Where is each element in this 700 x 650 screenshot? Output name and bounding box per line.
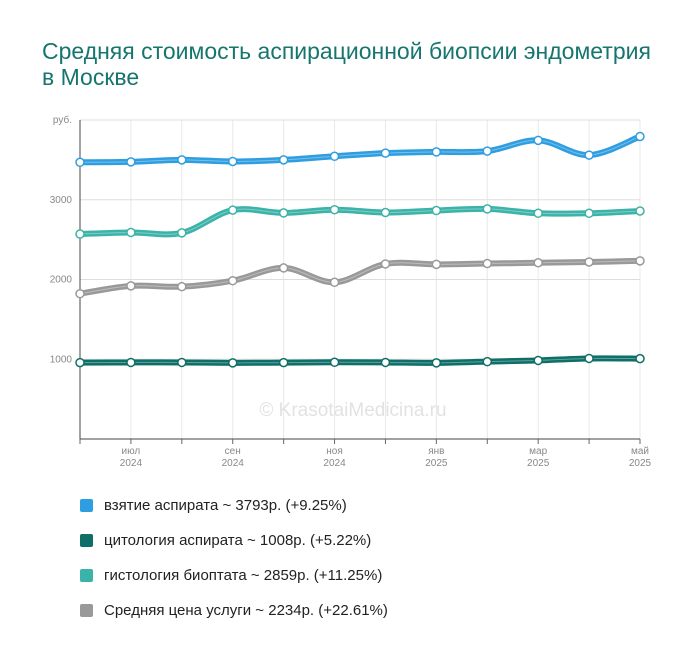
series-line-0 (77, 133, 643, 166)
legend-item[interactable]: взятие аспирата ~ 3793р. (+9.25%) (80, 488, 388, 523)
legend-swatch (80, 499, 93, 512)
data-point[interactable] (482, 204, 493, 214)
legend: взятие аспирата ~ 3793р. (+9.25%) цитолог… (80, 488, 388, 628)
data-point[interactable] (329, 277, 340, 288)
data-point[interactable] (329, 357, 340, 368)
data-point[interactable] (584, 353, 594, 364)
series-lines (77, 133, 643, 366)
data-point[interactable] (329, 151, 340, 162)
data-point[interactable] (126, 227, 136, 238)
data-point[interactable] (227, 358, 238, 368)
data-point[interactable] (380, 259, 391, 269)
data-point[interactable] (431, 205, 442, 216)
data-point[interactable] (177, 228, 187, 238)
data-point[interactable] (584, 150, 594, 160)
legend-label: взятие аспирата ~ 3793р. (+9.25%) (104, 497, 347, 514)
y-tick-label: 3000 (50, 195, 73, 206)
data-point[interactable] (177, 357, 187, 368)
data-point[interactable] (533, 208, 543, 219)
y-tick-label: руб. (53, 114, 72, 126)
data-point[interactable] (380, 148, 391, 158)
chart-title: Средняя стоимость аспирационной биопсии … (42, 38, 651, 90)
x-tick-month: ноя (326, 446, 343, 457)
data-point[interactable] (75, 357, 85, 368)
data-point[interactable] (329, 204, 340, 215)
data-point[interactable] (126, 157, 136, 167)
data-point[interactable] (75, 157, 85, 168)
x-tick-year: 2024 (120, 458, 143, 469)
data-points (75, 131, 645, 368)
legend-item[interactable]: гистология биоптата ~ 2859р. (+11.25%) (80, 558, 388, 593)
legend-swatch (80, 534, 93, 547)
data-point[interactable] (75, 288, 85, 299)
data-point[interactable] (584, 208, 594, 219)
data-point[interactable] (635, 206, 645, 216)
data-point[interactable] (278, 155, 289, 165)
data-point[interactable] (278, 357, 289, 368)
x-tick-year: 2024 (222, 458, 245, 469)
x-tick-year: 2025 (425, 458, 448, 469)
x-tick-month: мар (529, 446, 547, 457)
data-point[interactable] (533, 355, 543, 366)
data-point[interactable] (635, 353, 645, 364)
legend-item[interactable]: цитология аспирата ~ 1008р. (+5.22%) (80, 523, 388, 558)
data-point[interactable] (177, 155, 187, 165)
data-point[interactable] (635, 256, 645, 266)
data-point[interactable] (431, 147, 442, 157)
y-tick-label: 1000 (50, 354, 73, 365)
axes: 100020003000руб.июл2024сен2024ноя2024янв… (50, 114, 652, 469)
data-point[interactable] (482, 146, 493, 156)
series-line-2 (77, 205, 643, 238)
data-point[interactable] (227, 156, 238, 167)
data-point[interactable] (533, 258, 543, 268)
data-point[interactable] (177, 281, 187, 292)
legend-swatch (80, 569, 93, 582)
x-tick-year: 2025 (527, 458, 550, 469)
data-point[interactable] (431, 259, 442, 270)
legend-label: Средняя цена услуги ~ 2234р. (+22.61%) (104, 602, 388, 619)
y-tick-label: 2000 (50, 275, 73, 286)
data-point[interactable] (533, 135, 543, 146)
x-tick-month: янв (428, 446, 444, 457)
grid (80, 119, 641, 439)
legend-item[interactable]: Средняя цена услуги ~ 2234р. (+22.61%) (80, 593, 388, 628)
data-point[interactable] (227, 205, 238, 215)
data-point[interactable] (278, 263, 289, 273)
x-tick-year: 2025 (629, 458, 652, 469)
x-tick-month: сен (225, 446, 241, 457)
data-point[interactable] (482, 356, 493, 367)
legend-swatch (80, 604, 93, 617)
data-point[interactable] (380, 357, 391, 368)
x-tick-year: 2024 (323, 458, 346, 469)
x-tick-month: июл (122, 446, 141, 457)
data-point[interactable] (278, 208, 289, 218)
data-point[interactable] (431, 358, 442, 368)
data-point[interactable] (482, 258, 493, 269)
legend-label: гистология биоптата ~ 2859р. (+11.25%) (104, 567, 383, 584)
data-point[interactable] (380, 207, 391, 218)
x-tick-month: май (631, 446, 649, 457)
data-point[interactable] (126, 357, 136, 368)
line-chart: 100020003000руб.июл2024сен2024ноя2024янв… (50, 114, 652, 469)
data-point[interactable] (126, 281, 136, 291)
data-point[interactable] (584, 257, 594, 267)
legend-label: цитология аспирата ~ 1008р. (+5.22%) (104, 532, 372, 549)
series-line-3 (77, 257, 643, 297)
data-point[interactable] (635, 131, 645, 142)
data-point[interactable] (227, 275, 238, 286)
watermark-text: © KrasotaiMedicina.ru (259, 400, 446, 421)
data-point[interactable] (75, 229, 85, 239)
